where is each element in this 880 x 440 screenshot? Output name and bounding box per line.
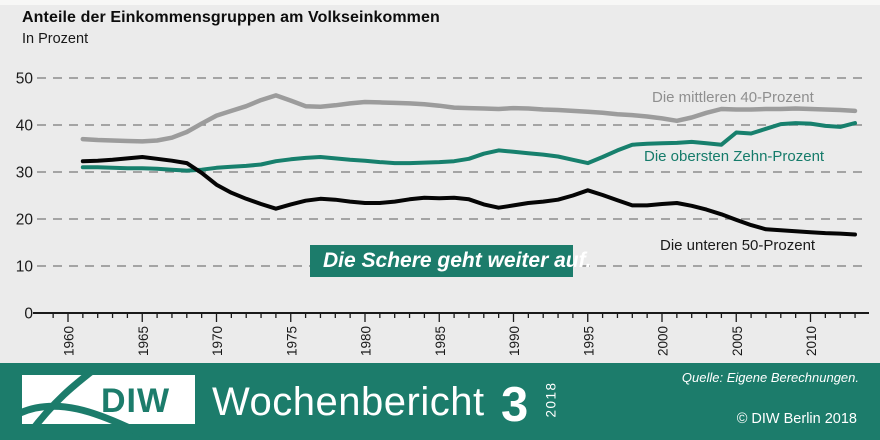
footer-band: DIW Wochenbericht 3 2018 Quelle: Eigene … bbox=[0, 363, 880, 440]
chart-subtitle: In Prozent bbox=[22, 31, 89, 47]
line-chart: 0 10 20 30 40 50 1960 1965 1970 1975 1980 1985 1990 1… bbox=[16, 71, 869, 356]
x-tick-label-1990: 1990 bbox=[507, 326, 522, 356]
diw-logo: DIW bbox=[18, 365, 195, 439]
copyright-note: © DIW Berlin 2018 bbox=[736, 411, 857, 427]
x-tick-label-1985: 1985 bbox=[433, 326, 448, 356]
issue-number: 3 bbox=[501, 378, 529, 432]
x-tick-label-1980: 1980 bbox=[359, 326, 374, 356]
x-tick-label-2005: 2005 bbox=[730, 326, 745, 356]
y-tick-label-0: 0 bbox=[24, 306, 33, 323]
data-line-top-10 bbox=[80, 121, 857, 173]
source-note: Quelle: Eigene Berechnungen. bbox=[681, 370, 859, 385]
series-label-bottom-50: Die unteren 50-Prozent bbox=[660, 237, 816, 254]
diw-logo-swoosh-icon bbox=[18, 365, 146, 439]
issue-year: 2018 bbox=[543, 381, 559, 418]
series-label-top-10: Die obersten Zehn-Prozent bbox=[644, 148, 825, 165]
data-line-bottom-50 bbox=[80, 155, 857, 237]
y-tick-label-10: 10 bbox=[16, 259, 34, 276]
y-tick-label-50: 50 bbox=[16, 71, 34, 88]
x-tick-label-2010: 2010 bbox=[804, 326, 819, 356]
annotation-text: Die Schere geht weiter auf. bbox=[323, 249, 592, 272]
x-tick-label-1975: 1975 bbox=[284, 326, 299, 356]
series-label-middle-40: Die mittleren 40-Prozent bbox=[652, 89, 814, 106]
diw-logo-text: DIW bbox=[101, 382, 171, 420]
x-tick-label-1970: 1970 bbox=[210, 326, 225, 356]
chart-title: Anteile der Einkommensgruppen am Volksei… bbox=[22, 9, 440, 26]
x-tick-label-1965: 1965 bbox=[136, 326, 151, 356]
y-tick-label-30: 30 bbox=[16, 165, 34, 182]
y-tick-label-40: 40 bbox=[16, 118, 34, 135]
data-line-middle-40 bbox=[80, 93, 858, 144]
top-strip bbox=[0, 0, 880, 5]
y-tick-label-20: 20 bbox=[16, 212, 34, 229]
x-tick-label-1960: 1960 bbox=[62, 326, 77, 356]
publication-name: Wochenbericht bbox=[212, 380, 485, 424]
annotation-banner: Die Schere geht weiter auf. bbox=[310, 245, 591, 277]
x-tick-label-2000: 2000 bbox=[656, 326, 671, 356]
x-tick-label-1995: 1995 bbox=[581, 326, 596, 356]
